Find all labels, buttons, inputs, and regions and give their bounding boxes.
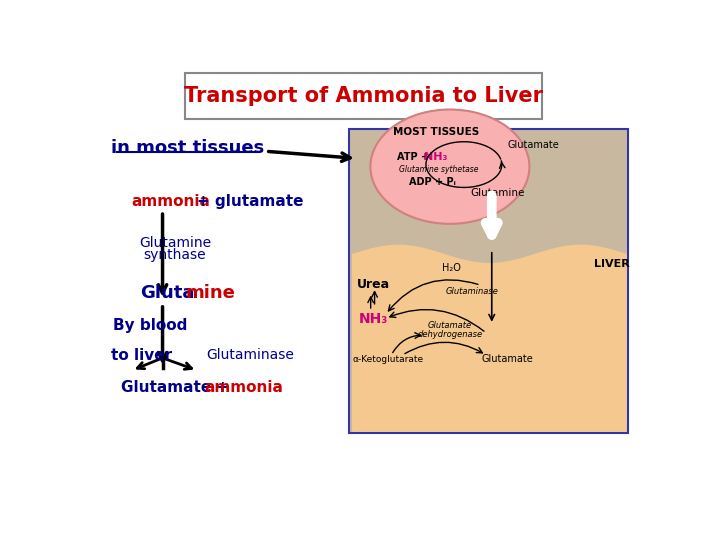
Text: + glutamate: + glutamate (197, 194, 304, 208)
Text: By blood: By blood (114, 319, 188, 333)
Text: to liver: to liver (111, 348, 172, 362)
Text: Glutamine: Glutamine (139, 236, 211, 250)
Text: α-Ketoglutarate: α-Ketoglutarate (353, 355, 424, 363)
Text: ammonia: ammonia (132, 194, 211, 208)
Text: H₂O: H₂O (442, 263, 461, 273)
Text: in most tissues: in most tissues (111, 139, 264, 157)
Text: NH₃: NH₃ (423, 152, 447, 162)
Text: ATP +: ATP + (397, 152, 433, 162)
Text: Glutaminase: Glutaminase (206, 348, 294, 362)
Text: Glutaminase: Glutaminase (446, 287, 499, 296)
Text: Glutamate +: Glutamate + (121, 380, 234, 395)
Text: dehydrogenase: dehydrogenase (418, 330, 482, 339)
Text: synthase: synthase (143, 248, 206, 262)
Text: MOST TISSUES: MOST TISSUES (393, 127, 479, 137)
Text: Glutamate: Glutamate (482, 354, 534, 364)
Text: Glutamate: Glutamate (508, 140, 559, 150)
Text: LIVER: LIVER (594, 259, 629, 269)
Ellipse shape (370, 110, 529, 224)
Text: Glutamate: Glutamate (428, 321, 472, 330)
Text: ADP + Pᵢ: ADP + Pᵢ (409, 177, 456, 187)
Text: Glutamine sythetase: Glutamine sythetase (399, 165, 479, 174)
FancyBboxPatch shape (185, 73, 542, 119)
Text: Transport of Ammonia to Liver: Transport of Ammonia to Liver (184, 86, 543, 106)
Text: NH₃: NH₃ (359, 312, 388, 326)
FancyBboxPatch shape (349, 129, 629, 433)
Text: ammonia: ammonia (204, 380, 283, 395)
Text: Urea: Urea (356, 278, 390, 291)
Text: Gluta: Gluta (140, 284, 194, 302)
Text: Glutamine: Glutamine (470, 188, 525, 198)
Text: mine: mine (186, 284, 236, 302)
